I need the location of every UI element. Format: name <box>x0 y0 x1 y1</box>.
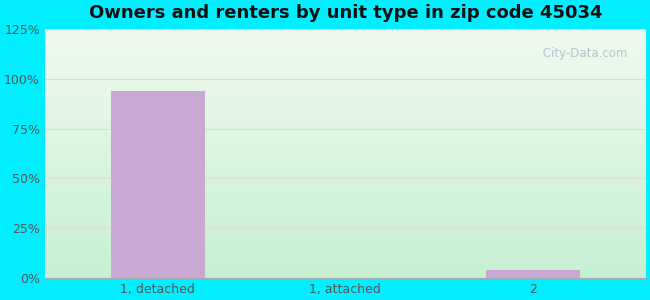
Text: City-Data.com: City-Data.com <box>540 47 628 60</box>
Bar <box>486 270 580 278</box>
Bar <box>111 91 205 278</box>
Title: Owners and renters by unit type in zip code 45034: Owners and renters by unit type in zip c… <box>88 4 602 22</box>
